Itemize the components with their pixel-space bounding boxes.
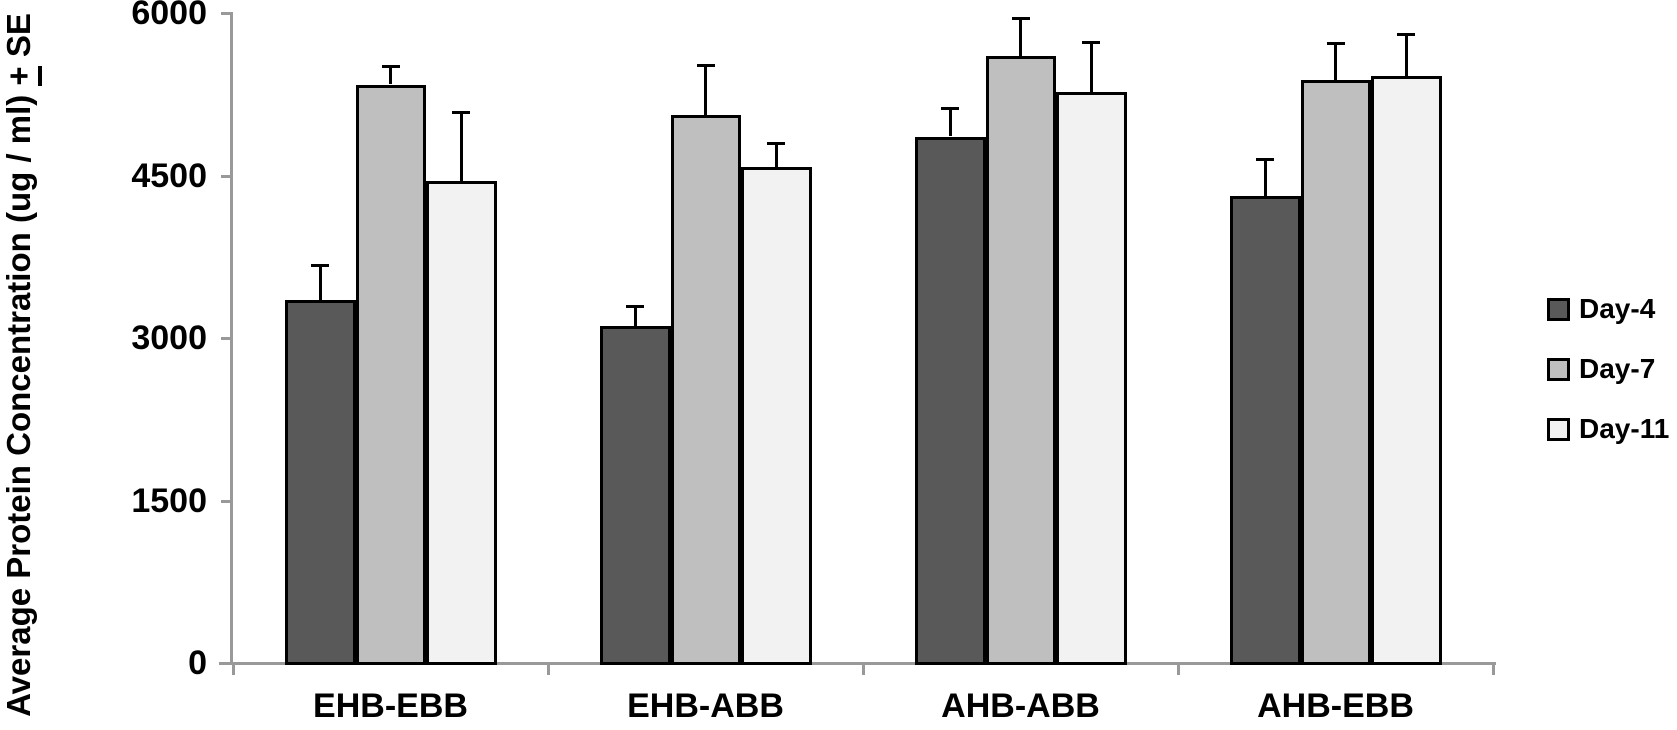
error-bar-line — [633, 306, 637, 327]
error-bar-line — [318, 265, 322, 301]
bar-day-4-ahb-abb — [915, 136, 986, 665]
error-bar-line — [459, 112, 463, 181]
x-tick-mark — [862, 663, 865, 675]
bar-day-11-ahb-abb — [1056, 92, 1127, 665]
y-axis-title-text: Average Protein Concentration (ug / ml) — [0, 85, 37, 717]
y-tick-label: 6000 — [131, 0, 207, 32]
x-tick-mark — [1177, 663, 1180, 675]
x-tick-label-ehb-abb: EHB-ABB — [627, 687, 784, 725]
y-tick-label: 4500 — [131, 156, 207, 195]
error-bar-line — [1089, 42, 1093, 93]
bar-day-11-ehb-abb — [741, 166, 812, 665]
error-bar-line — [1334, 43, 1338, 81]
legend-item-day-11: Day-11 — [1547, 413, 1670, 444]
error-bar-line — [1263, 159, 1267, 197]
error-bar-line — [389, 66, 393, 85]
error-bar-cap — [767, 141, 786, 145]
bar-day-4-ehb-ebb — [285, 300, 356, 665]
legend-label-day-4: Day-4 — [1579, 293, 1656, 324]
error-bar-line — [1404, 34, 1408, 76]
bar-day-7-ahb-abb — [985, 56, 1056, 665]
legend-label-day-7: Day-7 — [1579, 353, 1656, 384]
error-bar-cap — [941, 106, 960, 110]
error-bar-cap — [311, 263, 330, 267]
x-axis-line — [219, 662, 1496, 665]
legend-item-day-4: Day-4 — [1547, 293, 1656, 324]
x-tick-label-ehb-ebb: EHB-EBB — [313, 687, 468, 725]
legend-swatch-day-11 — [1547, 417, 1570, 441]
legend-label-day-11: Day-11 — [1579, 413, 1670, 444]
bar-day-4-ahb-ebb — [1230, 196, 1301, 665]
error-bar-line — [704, 65, 708, 115]
x-tick-mark — [232, 663, 235, 675]
bar-day-7-ehb-abb — [670, 114, 741, 665]
y-tick-mark — [221, 174, 233, 178]
error-bar-cap — [1011, 16, 1030, 20]
error-bar-line — [948, 108, 952, 137]
y-tick-label: 3000 — [131, 319, 207, 357]
y-axis-title: Average Protein Concentration (ug / ml) … — [0, 0, 48, 730]
error-bar-cap — [696, 63, 715, 67]
y-tick-mark — [221, 337, 233, 340]
error-bar-cap — [1326, 41, 1345, 45]
error-bar-cap — [1397, 33, 1416, 37]
error-bar-cap — [626, 304, 645, 308]
error-bar-cap — [1082, 40, 1101, 44]
y-tick-label: 0 — [188, 644, 207, 682]
y-tick-label: 1500 — [131, 481, 207, 520]
x-tick-mark — [1492, 663, 1495, 675]
x-tick-mark — [547, 663, 550, 675]
error-bar-line — [774, 143, 778, 167]
x-tick-label-ahb-ebb: AHB-EBB — [1257, 687, 1414, 725]
legend-swatch-day-4 — [1547, 297, 1570, 321]
legend-swatch-day-7 — [1547, 357, 1570, 381]
bar-day-7-ahb-ebb — [1300, 80, 1371, 665]
bar-day-7-ehb-ebb — [355, 84, 426, 665]
error-bar-cap — [1256, 157, 1275, 161]
error-bar-line — [1019, 18, 1023, 57]
y-tick-mark — [221, 662, 233, 665]
x-tick-label-ahb-abb: AHB-ABB — [941, 687, 1100, 725]
plus-minus-symbol: + — [0, 66, 42, 86]
error-bar-cap — [452, 111, 471, 115]
y-tick-mark — [221, 12, 233, 15]
bar-day-11-ahb-ebb — [1371, 75, 1442, 665]
bar-day-4-ehb-abb — [600, 326, 671, 665]
bar-day-11-ehb-ebb — [426, 180, 497, 665]
y-tick-mark — [221, 499, 233, 503]
error-bar-cap — [381, 64, 400, 68]
legend-item-day-7: Day-7 — [1547, 353, 1656, 384]
y-axis-title-suffix: SE — [0, 13, 37, 67]
